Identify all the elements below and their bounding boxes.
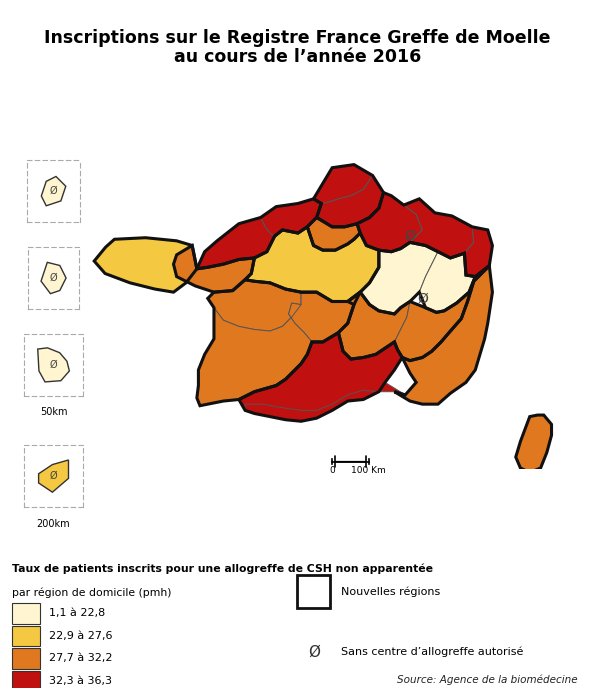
Text: Ø: Ø (405, 229, 415, 243)
Polygon shape (245, 382, 405, 421)
Polygon shape (208, 279, 301, 331)
Polygon shape (174, 245, 255, 292)
Polygon shape (465, 227, 493, 277)
Text: Taux de patients inscrits pour une allogreffe de CSH non apparentée: Taux de patients inscrits pour une allog… (12, 564, 433, 574)
Polygon shape (41, 177, 66, 206)
Text: Nouvelles régions: Nouvelles régions (341, 587, 440, 597)
Polygon shape (357, 193, 422, 252)
Polygon shape (39, 460, 68, 492)
Polygon shape (307, 218, 360, 250)
Polygon shape (261, 199, 321, 236)
Text: Ø: Ø (50, 360, 57, 370)
Text: Source: Agence de la biomédecine: Source: Agence de la biomédecine (396, 674, 577, 685)
Text: Sans centre d’allogreffe autorisé: Sans centre d’allogreffe autorisé (341, 647, 524, 657)
Polygon shape (94, 238, 197, 292)
Polygon shape (317, 176, 384, 227)
Text: Ø: Ø (50, 471, 57, 481)
FancyBboxPatch shape (12, 671, 40, 692)
Text: Ø: Ø (417, 291, 428, 305)
Text: 1,1 à 22,8: 1,1 à 22,8 (49, 609, 105, 619)
Text: 22,9 à 27,6: 22,9 à 27,6 (49, 631, 112, 641)
FancyBboxPatch shape (12, 648, 40, 669)
FancyBboxPatch shape (12, 603, 40, 624)
Text: 0: 0 (329, 466, 335, 475)
Text: 200km: 200km (37, 518, 70, 529)
Polygon shape (419, 252, 475, 312)
FancyBboxPatch shape (12, 626, 40, 646)
Polygon shape (197, 218, 275, 269)
Text: par région de domicile (pmh): par région de domicile (pmh) (12, 588, 171, 598)
Text: Inscriptions sur le Registre France Greffe de Moelle: Inscriptions sur le Registre France Gref… (44, 29, 551, 47)
Polygon shape (289, 292, 360, 342)
Text: Ø: Ø (50, 273, 57, 283)
Polygon shape (516, 415, 552, 473)
Polygon shape (37, 348, 70, 382)
Polygon shape (197, 303, 312, 406)
Text: 32,3 à 36,3: 32,3 à 36,3 (49, 676, 111, 686)
Text: 100 Km: 100 Km (351, 466, 386, 475)
Polygon shape (360, 243, 438, 314)
Polygon shape (314, 165, 372, 204)
Text: Ø: Ø (308, 644, 320, 660)
FancyBboxPatch shape (298, 575, 330, 608)
Text: 50km: 50km (40, 407, 67, 418)
Text: Ø: Ø (50, 186, 57, 196)
Polygon shape (394, 265, 493, 404)
Polygon shape (245, 227, 379, 302)
Polygon shape (239, 333, 402, 421)
Polygon shape (394, 265, 489, 361)
Polygon shape (41, 262, 66, 294)
Polygon shape (404, 199, 474, 258)
Polygon shape (339, 292, 410, 359)
Text: 27,7 à 32,2: 27,7 à 32,2 (49, 653, 112, 664)
Text: au cours de l’année 2016: au cours de l’année 2016 (174, 48, 421, 66)
